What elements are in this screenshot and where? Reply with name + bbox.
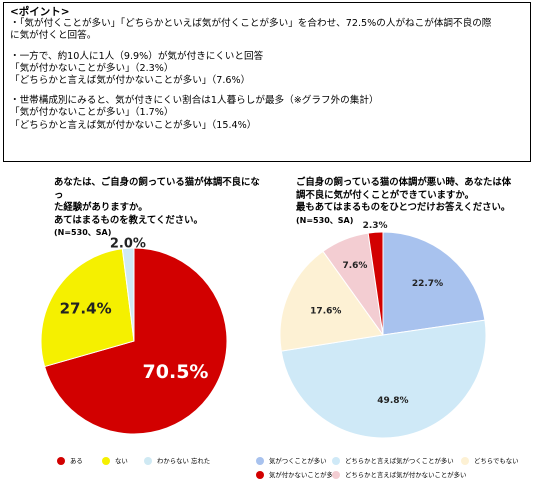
legend-item-often-not-notice: 気が付かないことが多い xyxy=(256,470,339,479)
legend-item-aru: ある xyxy=(57,456,83,465)
summary-line-3: ・一方で、約10人に1人（9.9%）が気が付きにくいと回答 xyxy=(10,50,264,62)
summary-line-2: に気が付くと回答。 xyxy=(10,30,97,42)
pie-label-0: 22.7% xyxy=(412,279,443,289)
pie-label-0: 70.5% xyxy=(143,361,209,383)
chart1-note: (N=530、SA) xyxy=(54,228,112,237)
chart2-note: (N=530、SA) xyxy=(296,215,354,225)
pie-slice-2 xyxy=(121,247,135,342)
legend-label: わからない 忘れた xyxy=(157,457,211,465)
legend-swatch-icon xyxy=(57,456,65,465)
legend-label: どちらかと言えば気が付かないことが多い xyxy=(345,471,467,479)
pie-slice-0 xyxy=(382,231,486,336)
pie-slice-3 xyxy=(367,231,384,336)
chart1-title-line-2: た経験がありますか。 xyxy=(54,202,148,213)
pie-label-1: 27.4% xyxy=(60,300,112,318)
chart2-title-line-1: ご自身の飼っている猫の体調が悪い時、あなたは体 xyxy=(296,177,512,188)
legend-label: どちらかと言えば気がつくことが多い xyxy=(345,457,454,465)
legend-item-wakaranai: わからない 忘れた xyxy=(144,456,210,465)
chart1-title-line-1: あなたは、ご自身の飼っている猫が体調不良になっ xyxy=(54,177,260,201)
pie-slice-1 xyxy=(40,248,135,368)
legend-label: ある xyxy=(70,457,83,465)
legend-swatch-icon xyxy=(332,456,340,465)
summary-heading: <ポイント> xyxy=(10,6,70,18)
pie-chart-cat-illness-experience: 70.5% 27.4% 2.0% xyxy=(40,237,228,435)
summary-line-5: 「どちらかと言えば気が付かないことが多い」（7.6%） xyxy=(10,75,251,87)
legend-swatch-icon xyxy=(461,456,469,465)
legend-label: どちらでもない xyxy=(474,457,519,465)
legend-label: 気がつくことが多い xyxy=(269,457,327,465)
legend-item-neither: どちらでもない xyxy=(461,456,519,465)
chart1-title-line-3: あてはまるものを教えてください。 xyxy=(54,214,203,226)
chart2-title-line-3: 最もあてはまるものをひとつだけお答えください。 xyxy=(296,202,511,213)
legend-item-nai: ない xyxy=(102,456,128,465)
pie-slice-0 xyxy=(43,247,228,435)
legend-swatch-icon xyxy=(256,456,264,465)
legend-item-rather-notice: どちらかと言えば気がつくことが多い xyxy=(332,456,454,465)
legend-label: 気が付かないことが多い xyxy=(269,471,340,479)
summary-line-7: 「気が付かないことが多い」（1.7%） xyxy=(10,107,174,119)
summary-line-6: ・世帯構成別にみると、気が付きにくい割合は1人暮らしが最多（※グラフ外の集計） xyxy=(10,95,379,107)
legend-item-rather-not-notice: どちらかと言えば気が付かないことが多い xyxy=(332,470,466,479)
chart2-title: ご自身の飼っている猫の体調が悪い時、あなたは体 調不良に気が付くことができていま… xyxy=(296,177,532,227)
legend-swatch-icon xyxy=(256,470,264,479)
summary-line-4: 「気が付かないことが多い」（2.3%） xyxy=(10,62,174,74)
pie-slice-2 xyxy=(279,250,384,352)
legend-swatch-icon xyxy=(332,470,340,479)
pie-label-1: 49.8% xyxy=(377,396,408,406)
legend-swatch-icon xyxy=(144,456,152,465)
pie-label-3: 2.3% xyxy=(363,221,388,231)
pie-label-2: 2.0% xyxy=(110,237,146,252)
legend-swatch-icon xyxy=(102,456,110,465)
legend-item-often-notice: 気がつくことが多い xyxy=(256,456,327,465)
pie-label-4: 7.6% xyxy=(342,261,367,271)
summary-line-8: 「どちらかと言えば気が付かないことが多い」（15.4%） xyxy=(10,119,257,131)
legend-label: ない xyxy=(115,457,128,465)
summary-box: <ポイント> ・「気が付くことが多い」「どちらかといえば気が付くことが多い」を合… xyxy=(3,2,531,162)
chart1-title: あなたは、ご自身の飼っている猫が体調不良になっ た経験がありますか。 あてはまる… xyxy=(54,177,264,240)
pie-chart-notice-illness: 22.7% 49.8% 17.6% 7.6% 2.3% xyxy=(279,221,487,439)
summary-line-1: ・「気が付くことが多い」「どちらかといえば気が付くことが多い」を合わせ、72.5… xyxy=(10,18,492,30)
chart2-title-line-2: 調不良に気が付くことができていますか。 xyxy=(296,189,474,201)
pie-label-2: 17.6% xyxy=(310,307,341,317)
pie-slice-1 xyxy=(280,319,487,439)
